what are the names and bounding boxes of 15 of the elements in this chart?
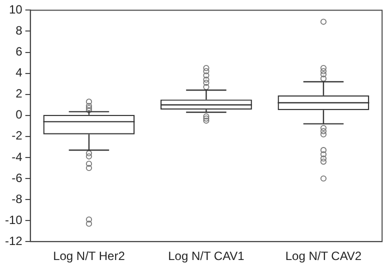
y-tick-label: -4 <box>12 150 23 164</box>
y-tick-label: 6 <box>16 44 23 59</box>
y-tick-label: 8 <box>16 24 23 38</box>
y-tick-label: -6 <box>12 170 23 185</box>
y-tick-label: 0 <box>16 108 23 122</box>
y-tick-label: -10 <box>5 212 23 227</box>
x-tick-label: Log N/T CAV2 <box>285 249 362 264</box>
y-tick-label: 10 <box>8 2 23 17</box>
y-tick-label: -8 <box>12 192 23 206</box>
y-tick-label: -2 <box>12 128 23 143</box>
y-tick-label: -12 <box>5 234 23 248</box>
y-tick-label: 2 <box>16 86 23 101</box>
x-tick-label: Log N/T Her2 <box>53 249 126 264</box>
y-tick-label: 4 <box>16 66 23 80</box>
x-tick-label: Log N/T CAV1 <box>168 249 245 264</box>
